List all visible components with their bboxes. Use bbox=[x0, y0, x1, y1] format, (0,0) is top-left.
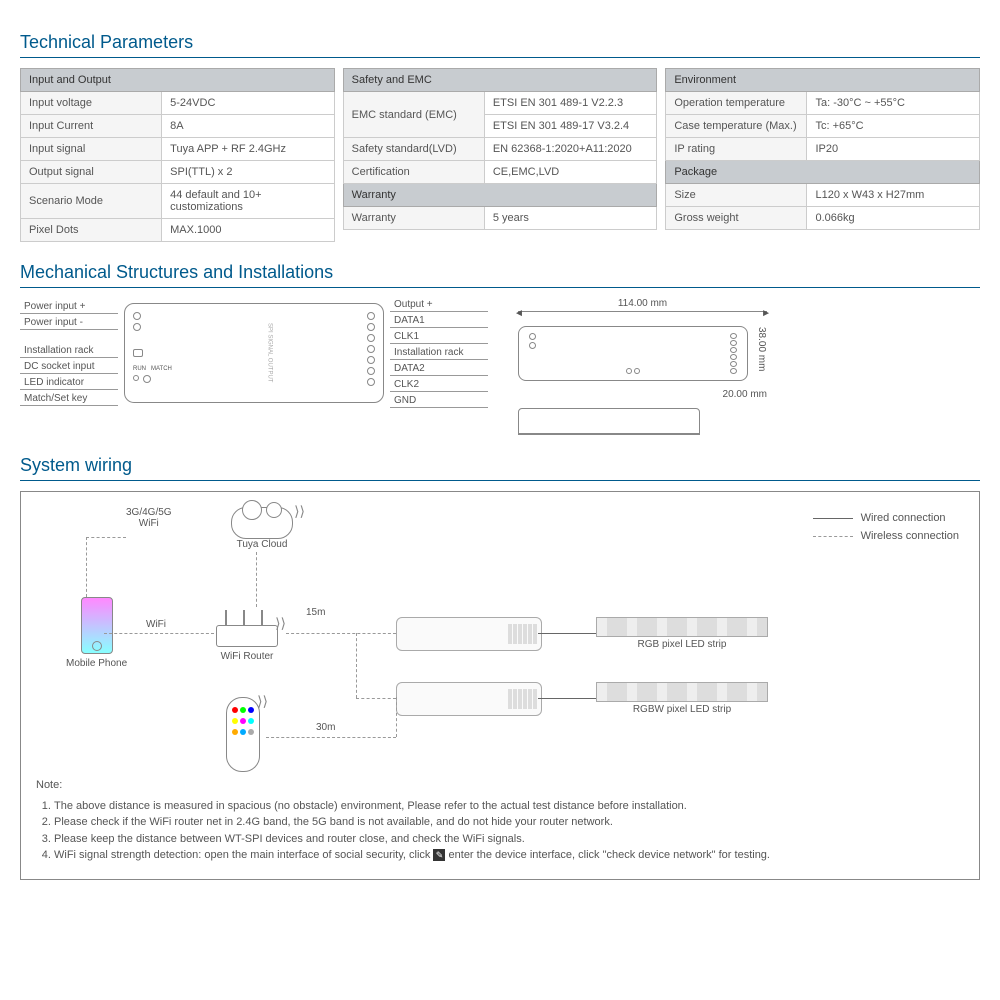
table-safety: Safety and EMC EMC standard (EMC)ETSI EN… bbox=[343, 68, 658, 230]
section-title-tech: Technical Parameters bbox=[20, 32, 980, 58]
mech-diagram: Power input + Power input - Installation… bbox=[20, 298, 980, 435]
note-item: The above distance is measured in spacio… bbox=[54, 798, 964, 815]
edit-icon: ✎ bbox=[433, 849, 445, 861]
dim-width: 114.00 mm bbox=[518, 298, 767, 309]
th-pkg: Package bbox=[666, 161, 980, 184]
wiring-diagram: Mobile Phone 3G/4G/5G WiFi ⟩⟩ Tuya Cloud… bbox=[36, 507, 964, 767]
node-controller-1 bbox=[396, 617, 542, 653]
notes-title: Note: bbox=[36, 777, 964, 794]
dimension-drawing: 114.00 mm ◄► 38.00 mm 20.00 mm bbox=[518, 298, 767, 435]
pin-right: Output + DATA1 CLK1 Installation rack DA… bbox=[390, 298, 488, 408]
wiring-container: Wired connection Wireless connection Mob… bbox=[20, 491, 980, 880]
dim-height: 38.00 mm bbox=[756, 327, 767, 371]
notes-section: Note: The above distance is measured in … bbox=[36, 777, 964, 864]
th-warranty: Warranty bbox=[343, 184, 657, 207]
section-title-mech: Mechanical Structures and Installations bbox=[20, 262, 980, 288]
th-safety: Safety and EMC bbox=[343, 69, 657, 92]
device-outline: RUN MATCH SPI SIGNAL OUTPUT bbox=[124, 303, 384, 403]
label-3g: 3G/4G/5G WiFi bbox=[126, 507, 172, 529]
pin-left: Power input + Power input - Installation… bbox=[20, 300, 118, 406]
label-30m: 30m bbox=[316, 722, 335, 733]
table-io: Input and Output Input voltage5-24VDC In… bbox=[20, 68, 335, 242]
table-env: Environment Operation temperatureTa: -30… bbox=[665, 68, 980, 230]
pinout-diagram: Power input + Power input - Installation… bbox=[20, 298, 488, 408]
tech-tables: Input and Output Input voltage5-24VDC In… bbox=[20, 68, 980, 242]
th-env: Environment bbox=[666, 69, 980, 92]
label-wifi: WiFi bbox=[146, 619, 166, 630]
dim-depth: 20.00 mm bbox=[723, 389, 767, 400]
node-router: ⟩⟩ WiFi Router bbox=[216, 607, 278, 662]
node-cloud: ⟩⟩ Tuya Cloud bbox=[231, 507, 293, 550]
node-rgbw-strip: RGBW pixel LED strip bbox=[596, 682, 768, 715]
node-remote: ⟩⟩ bbox=[226, 697, 260, 776]
node-controller-2 bbox=[396, 682, 542, 718]
label-15m: 15m bbox=[306, 607, 325, 618]
section-title-wiring: System wiring bbox=[20, 455, 980, 481]
note-item: WiFi signal strength detection: open the… bbox=[54, 847, 964, 864]
note-item: Please check if the WiFi router net in 2… bbox=[54, 814, 964, 831]
th-io: Input and Output bbox=[21, 69, 335, 92]
note-item: Please keep the distance between WT-SPI … bbox=[54, 831, 964, 848]
node-rgb-strip: RGB pixel LED strip bbox=[596, 617, 768, 650]
